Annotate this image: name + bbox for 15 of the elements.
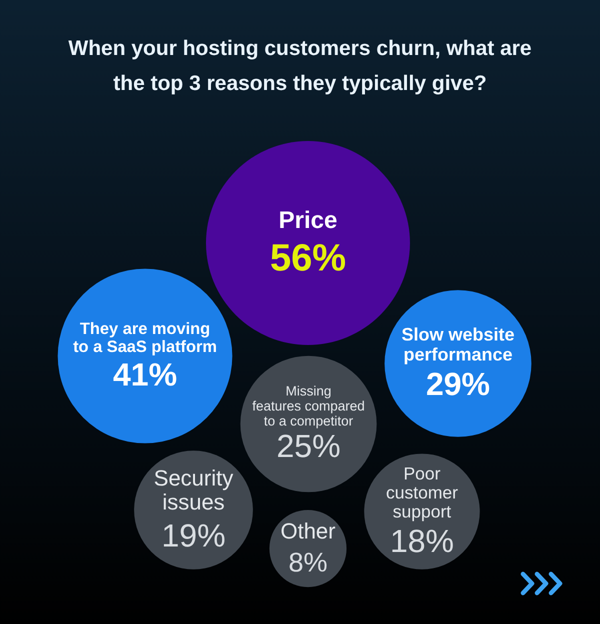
data-label: 19% xyxy=(161,517,226,554)
category-label: Price xyxy=(278,206,338,234)
data-label: 25% xyxy=(276,428,341,464)
category-label: Poor customer support xyxy=(386,463,458,522)
data-label: 56% xyxy=(270,237,346,280)
data-label: 29% xyxy=(426,366,490,402)
data-label: 18% xyxy=(390,522,454,559)
data-label: 8% xyxy=(288,547,328,578)
category-label: Security issues xyxy=(154,465,234,515)
category-label: Slow website performance xyxy=(401,324,514,364)
data-label: 41% xyxy=(112,356,178,392)
text: When your hosting customers churn, what are the top 3 reasons they typically give? xyxy=(67,36,533,97)
category-label: Other xyxy=(280,518,336,544)
category-label: They are moving to a SaaS platform xyxy=(73,320,217,356)
category-label: Missing features compared to a competitor xyxy=(252,384,365,428)
